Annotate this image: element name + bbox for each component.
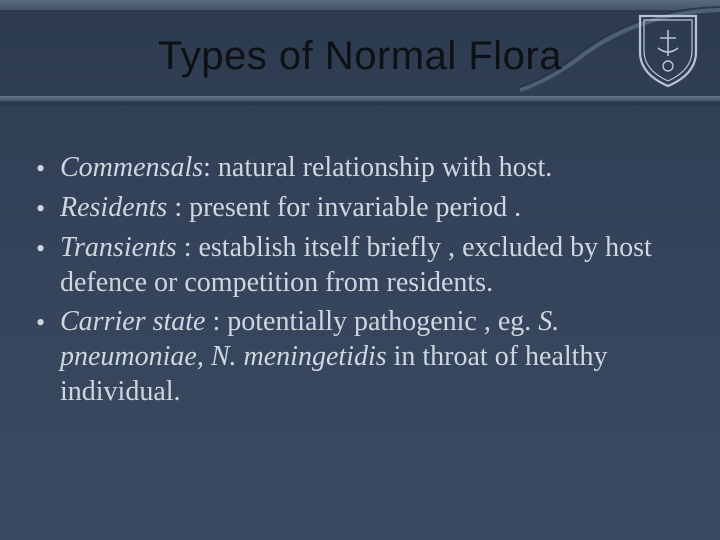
bullet-text: Commensals: natural relationship with ho… (60, 150, 684, 185)
bullet-icon: • (36, 304, 60, 340)
term: Commensals (60, 152, 203, 183)
list-item: • Commensals: natural relationship with … (36, 150, 684, 186)
term: Residents (60, 192, 174, 223)
bullet-text: Residents : present for invariable perio… (60, 190, 684, 225)
definition-pre: potentially pathogenic , eg. (227, 306, 538, 337)
separator: : (212, 306, 227, 337)
list-item: • Transients : establish itself briefly … (36, 230, 684, 300)
separator: : (203, 152, 218, 183)
list-item: • Residents : present for invariable per… (36, 190, 684, 226)
separator: : (174, 192, 189, 223)
list-item: • Carrier state : potentially pathogenic… (36, 304, 684, 409)
bullet-icon: • (36, 150, 60, 186)
term: Transients (60, 232, 184, 263)
term: Carrier state (60, 306, 212, 337)
bullet-icon: • (36, 190, 60, 226)
definition: present for invariable period . (189, 192, 521, 223)
bullet-text: Carrier state : potentially pathogenic ,… (60, 304, 684, 409)
bullet-text: Transients : establish itself briefly , … (60, 230, 684, 300)
bullet-list: • Commensals: natural relationship with … (36, 150, 684, 413)
separator: : (184, 232, 199, 263)
bullet-icon: • (36, 230, 60, 266)
title-underline (0, 96, 720, 110)
definition: natural relationship with host. (218, 152, 552, 183)
slide-title: Types of Normal Flora (0, 34, 720, 79)
